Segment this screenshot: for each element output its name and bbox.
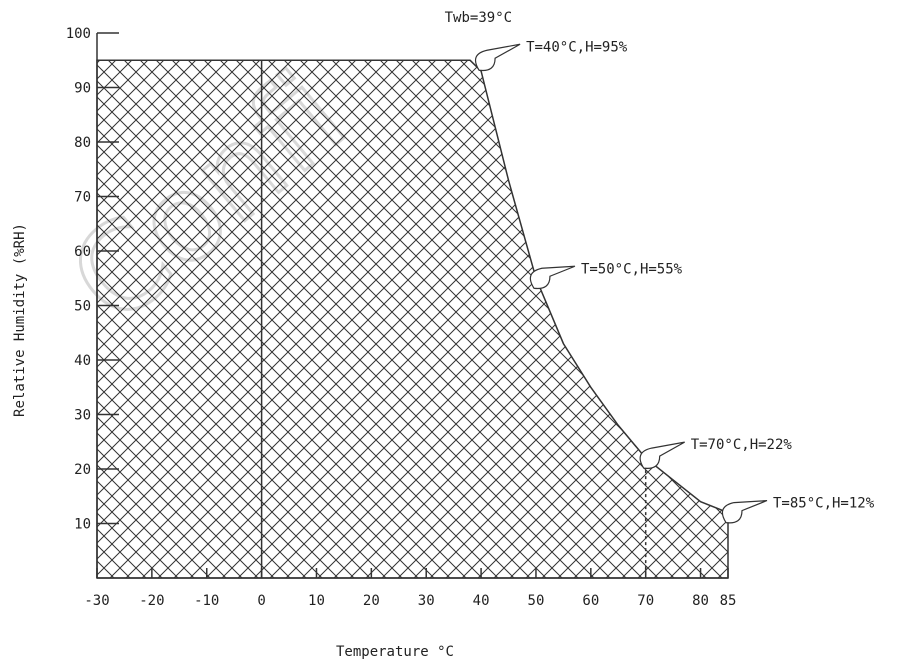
y-tick-label: 90 [74,81,91,97]
x-tick-label: 80 [692,593,709,609]
annotation-label: T=70°C,H=22% [691,437,793,453]
y-ticks: 10 20 30 40 50 60 70 80 90 100 [66,26,119,533]
operating-region [96,59,729,579]
annotation-twb: Twb=39°C [445,10,512,26]
annotation-callout [529,265,576,290]
annotation-callout [474,43,521,72]
x-tick-label: -30 [84,593,109,609]
x-tick-label: 10 [308,593,325,609]
x-tick-label: 85 [720,593,737,609]
y-tick-label: 70 [74,190,91,206]
y-tick-label: 40 [74,353,91,369]
y-tick-label: 30 [74,408,91,424]
x-tick-label: 0 [257,593,265,609]
x-tick-label: 20 [363,593,380,609]
y-tick-label: 10 [74,517,91,533]
y-tick-label: 100 [66,26,91,42]
annotations: Twb=39°C T=40°C,H=95% T=50°C,H=55% T=70°C,H… [445,10,875,524]
annotation-label: T=85°C,H=12% [773,496,875,512]
x-axis-title: Temperature °C [336,644,454,659]
x-tick-label: 70 [637,593,654,609]
x-ticks: -30 -20 -10 0 10 20 30 40 50 60 70 80 85 [84,568,736,609]
x-tick-label: -10 [194,593,219,609]
y-tick-label: 60 [74,244,91,260]
x-tick-label: 50 [528,593,545,609]
x-tick-label: 60 [582,593,599,609]
y-axis-title: Relative Humidity (%RH) [12,223,28,417]
x-tick-label: 30 [418,593,435,609]
annotation-label: T=50°C,H=55% [581,261,683,277]
y-tick-label: 50 [74,299,91,315]
annotation-label: T=40°C,H=95% [526,39,628,55]
y-tick-label: 80 [74,135,91,151]
annotation-callout [721,500,768,524]
x-tick-label: 40 [473,593,490,609]
y-tick-label: 20 [74,462,91,478]
x-tick-label: -20 [139,593,164,609]
annotation-callout [639,441,685,469]
